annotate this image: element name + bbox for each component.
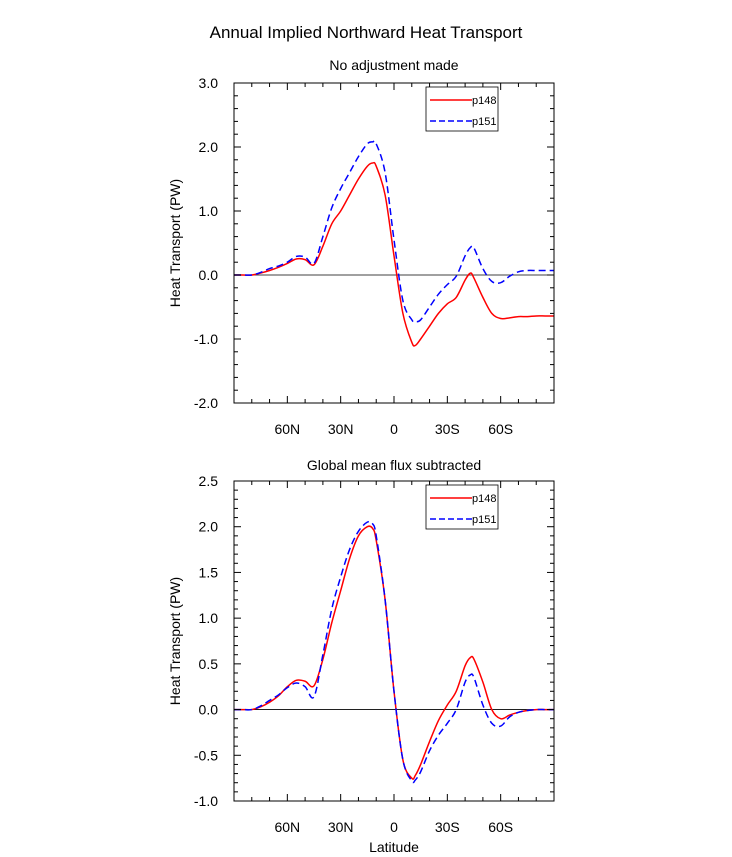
panel-subtitle: No adjustment made <box>329 57 458 73</box>
series-line-p148 <box>234 525 554 780</box>
x-tick-label: 30N <box>328 421 354 437</box>
x-tick-label: 30N <box>328 819 354 835</box>
y-tick-label: 1.0 <box>199 203 219 219</box>
y-axis-title: Heat Transport (PW) <box>167 179 183 307</box>
legend: p148 p151 <box>425 484 499 530</box>
figure-title: Annual Implied Northward Heat Transport <box>210 23 523 42</box>
y-tick-label: -1.0 <box>194 793 218 809</box>
x-tick-label: 0 <box>390 819 398 835</box>
y-axis-title: Heat Transport (PW) <box>167 577 183 705</box>
panel-no-adjustment: No adjustment made -2.0 -1.0 0.0 1.0 2.0 3.0 60… <box>167 57 555 437</box>
y-tick-label: -2.0 <box>194 395 218 411</box>
y-tick-label: 3.0 <box>199 75 219 91</box>
panel-subtitle: Global mean flux subtracted <box>307 457 481 473</box>
legend-label-p151: p151 <box>472 514 496 526</box>
x-tick-label: 0 <box>390 421 398 437</box>
y-tick-label: 2.5 <box>199 473 219 489</box>
legend-label-p148: p148 <box>472 95 496 107</box>
x-tick-label: 30S <box>435 819 460 835</box>
y-tick-label: -1.0 <box>194 331 218 347</box>
legend-label-p151: p151 <box>472 116 496 128</box>
x-tick-label: 60S <box>488 819 513 835</box>
legend-label-p148: p148 <box>472 493 496 505</box>
y-tick-label: 2.0 <box>199 139 219 155</box>
y-tick-label: 0.0 <box>199 702 219 718</box>
x-tick-label: 60N <box>274 819 300 835</box>
series-line-p151 <box>234 140 554 323</box>
y-tick-label: 1.0 <box>199 610 219 626</box>
x-tick-label: 60N <box>274 421 300 437</box>
y-tick-label: 0.5 <box>199 656 219 672</box>
x-axis-title: Latitude <box>369 839 419 855</box>
y-tick-label: 0.0 <box>199 267 219 283</box>
legend-box <box>425 86 499 132</box>
y-tick-label: -0.5 <box>194 747 218 763</box>
y-tick-label: 1.5 <box>199 564 219 580</box>
plot-frame <box>233 480 555 802</box>
legend-box <box>425 484 499 530</box>
legend: p148 p151 <box>425 86 499 132</box>
series-line-p151 <box>234 520 554 784</box>
series-line-p148 <box>234 161 554 347</box>
x-tick-label: 30S <box>435 421 460 437</box>
x-tick-label: 60S <box>488 421 513 437</box>
y-tick-label: 2.0 <box>199 519 219 535</box>
panel-global-mean-subtracted: Global mean flux subtracted -1.0 -0.5 0.0 0.… <box>167 457 555 855</box>
